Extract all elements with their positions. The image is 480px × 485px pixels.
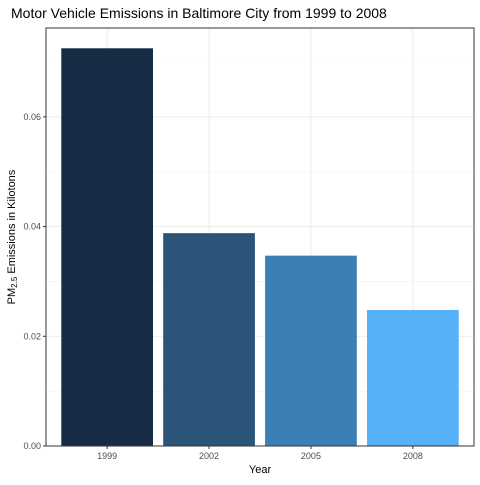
x-tick-label: 2002 (199, 451, 219, 461)
x-tick-label: 2005 (301, 451, 321, 461)
bar-2002 (163, 233, 255, 446)
y-tick-label: 0.06 (23, 112, 41, 122)
chart-title: Motor Vehicle Emissions in Baltimore Cit… (11, 5, 387, 21)
y-axis-title-prefix: PM (6, 288, 18, 305)
x-tick-label: 1999 (97, 451, 117, 461)
bar-2008 (367, 309, 459, 446)
y-axis-title: PM2.5 Emissions in Kilotons (6, 169, 19, 304)
x-axis-title: Year (249, 464, 272, 476)
y-axis-title-subscript: 2.5 (10, 276, 19, 288)
y-axis: 0.00 0.02 0.04 0.06 (23, 112, 46, 451)
x-tick-label: 2008 (403, 451, 423, 461)
bar-2005 (265, 255, 357, 446)
bar-1999 (61, 48, 153, 446)
y-tick-label: 0.04 (23, 222, 41, 232)
panel-border (45, 27, 475, 447)
y-tick-label: 0.02 (23, 331, 41, 341)
bars (61, 48, 459, 446)
x-axis: 1999 2002 2005 2008 (97, 446, 423, 461)
y-tick-label: 0.00 (23, 441, 41, 451)
y-axis-title-suffix: Emissions in Kilotons (6, 169, 18, 276)
